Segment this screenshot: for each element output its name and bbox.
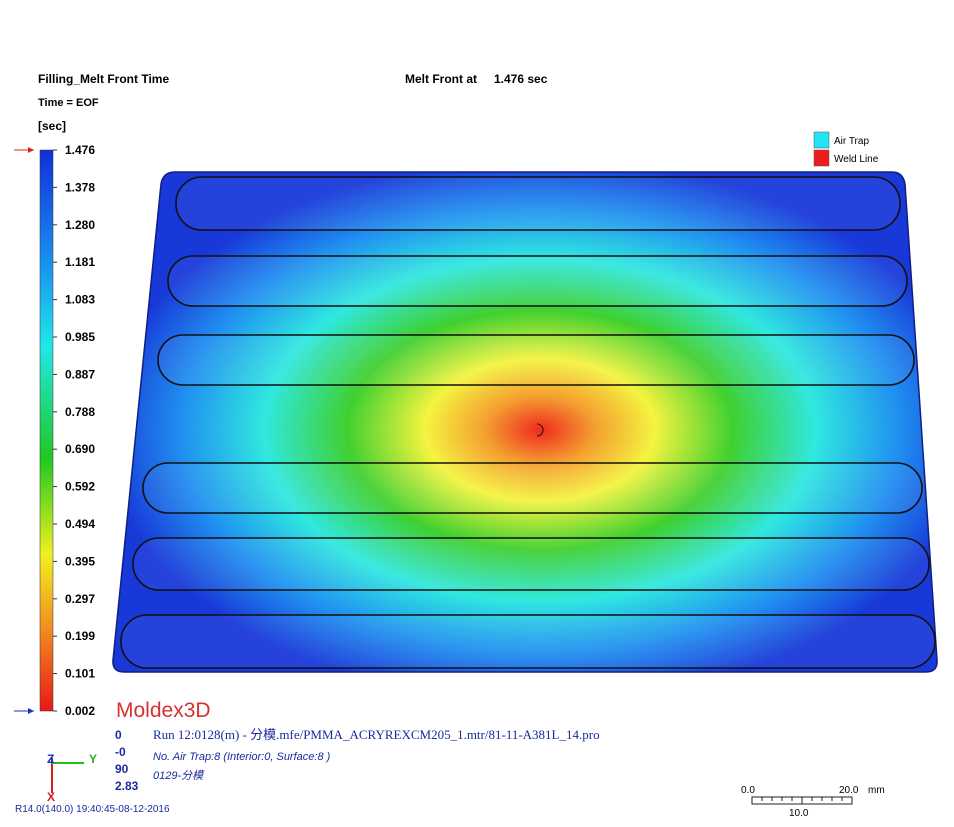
view-value: 2.83 — [115, 779, 139, 793]
axis-y: Y — [89, 752, 97, 766]
scale-label: 1.083 — [65, 293, 95, 307]
legend-label: Air Trap — [834, 136, 869, 147]
scale-label: 0.002 — [65, 704, 95, 718]
result-title: Filling_Melt Front Time — [38, 72, 169, 86]
scale-label: 1.378 — [65, 180, 95, 194]
legend-swatch — [813, 149, 830, 167]
note: 0129-分模 — [153, 769, 205, 782]
scale-label: 0.985 — [65, 330, 95, 344]
pointer-top-head — [28, 147, 34, 153]
melt-front-value: 1.476 sec — [494, 72, 548, 86]
scale-mid: 10.0 — [789, 808, 809, 819]
part-model — [112, 171, 938, 673]
legend: Air Trap Weld Line — [813, 131, 879, 167]
scale-label: 1.280 — [65, 218, 95, 232]
pointer-bottom-head — [28, 708, 34, 714]
logo: Moldex3D — [116, 699, 211, 722]
scale-label: 0.297 — [65, 592, 95, 606]
scale-label: 0.395 — [65, 554, 95, 568]
scale-label: 0.494 — [65, 517, 95, 531]
scale-label: 0.199 — [65, 629, 95, 643]
axis-z: Z — [47, 752, 54, 766]
scale-label: 0.592 — [65, 480, 95, 494]
scale-bar: 0.0 20.0 mm 10.0 — [741, 785, 885, 819]
view-value: -0 — [115, 745, 126, 759]
run-info: Run 12:0128(m) - 分模.mfe/PMMA_ACRYREXCM20… — [153, 727, 600, 742]
scale-start: 0.0 — [741, 785, 755, 796]
color-bar — [39, 149, 54, 712]
time-label: Time = EOF — [38, 97, 99, 109]
view-value: 90 — [115, 762, 129, 776]
view-values: 0 -0 90 2.83 — [115, 728, 139, 793]
scale-label: 1.181 — [65, 255, 95, 269]
version: R14.0(140.0) 19:40:45-08-12-2016 — [15, 804, 170, 815]
legend-swatch — [813, 131, 830, 149]
scale-label: 1.476 — [65, 143, 95, 157]
axis-x: X — [47, 790, 55, 804]
air-trap-info: No. Air Trap:8 (Interior:0, Surface:8 ) — [153, 751, 331, 763]
color-scale: 1.476 1.378 1.280 1.181 1.083 0.985 0.887 0.788… — [14, 143, 95, 718]
view-value: 0 — [115, 728, 122, 742]
unit-label: [sec] — [38, 119, 66, 133]
scale-label: 0.887 — [65, 367, 95, 381]
scale-label: 0.788 — [65, 405, 95, 419]
legend-label: Weld Line — [834, 154, 879, 165]
scale-label: 0.690 — [65, 442, 95, 456]
axis-triad: Z Y X — [47, 752, 97, 804]
melt-front-label: Melt Front at — [405, 72, 477, 86]
scale-end: 20.0 — [839, 785, 859, 796]
scale-label: 0.101 — [65, 667, 95, 681]
scale-unit: mm — [868, 785, 885, 796]
